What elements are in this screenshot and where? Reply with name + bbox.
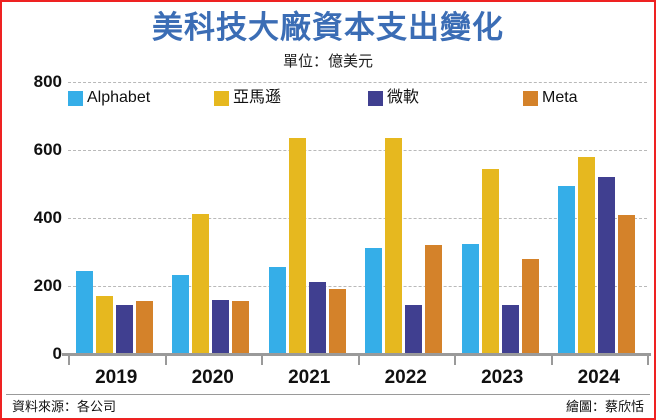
legend-label: Meta	[542, 89, 578, 106]
footer-divider	[6, 394, 650, 395]
bar-group-2020	[172, 82, 250, 354]
legend-label: 微軟	[387, 89, 420, 106]
bar-Alphabet-2021[interactable]	[268, 267, 286, 354]
bar-Meta-2024[interactable]	[618, 214, 636, 354]
page-title: 美科技大廠資本支出變化	[152, 10, 504, 45]
plot-area	[68, 82, 647, 354]
x-axis-tick-mark	[357, 355, 360, 365]
gridline	[68, 218, 647, 219]
bar-Meta-2022[interactable]	[425, 245, 443, 354]
chart-subtitle: 單位：億美元	[282, 53, 373, 70]
x-axis-tick-mark	[550, 355, 553, 365]
bar-Alphabet-2019[interactable]	[75, 271, 93, 354]
x-axis-tick-label-2022: 2022	[384, 367, 427, 388]
bar-Meta-2020[interactable]	[232, 301, 250, 354]
bar-Alphabet-2023[interactable]	[461, 243, 479, 354]
bar-亞馬遜-2021[interactable]	[288, 138, 306, 354]
bar-Alphabet-2024[interactable]	[558, 185, 576, 354]
bar-group-2019	[75, 82, 153, 354]
bar-Meta-2021[interactable]	[328, 289, 346, 354]
bar-亞馬遜-2023[interactable]	[481, 168, 499, 354]
bar-group-2021	[268, 82, 346, 354]
legend-item-Meta[interactable]: Meta	[523, 87, 578, 109]
bar-微軟-2022[interactable]	[405, 304, 423, 354]
legend-item-亞馬遜[interactable]: 亞馬遜	[214, 87, 281, 109]
bar-Alphabet-2020[interactable]	[172, 275, 190, 354]
y-axis-tick-label: 600	[33, 140, 62, 159]
gridline	[68, 82, 647, 83]
bar-Alphabet-2022[interactable]	[365, 247, 383, 354]
x-axis-tick-mark	[647, 355, 649, 365]
bar-微軟-2019[interactable]	[115, 304, 133, 354]
y-axis-tick-label: 400	[33, 208, 62, 227]
bar-微軟-2021[interactable]	[308, 281, 326, 354]
bar-亞馬遜-2022[interactable]	[385, 137, 403, 354]
bar-group-2024	[558, 82, 636, 354]
bar-亞馬遜-2024[interactable]	[578, 156, 596, 354]
y-axis-tick-label: 0	[52, 344, 62, 363]
legend-swatch-icon	[523, 90, 538, 106]
x-axis-tick-label-2020: 2020	[191, 367, 234, 388]
x-axis-tick-label-2021: 2021	[288, 367, 331, 388]
bar-Meta-2023[interactable]	[521, 258, 539, 354]
legend-label: Alphabet	[87, 89, 151, 106]
bar-微軟-2024[interactable]	[598, 177, 616, 354]
bar-微軟-2020[interactable]	[212, 299, 230, 354]
legend-item-微軟[interactable]: 微軟	[368, 87, 419, 109]
x-axis-tick-mark	[164, 355, 167, 365]
x-axis-tick-label-2019: 2019	[95, 367, 138, 388]
source-note: 資料來源：各公司	[12, 399, 117, 414]
bar-group-2023	[461, 82, 539, 354]
y-axis-labels: 0 200 400 600 800	[10, 73, 62, 363]
x-axis-tick-mark	[68, 355, 70, 365]
legend-label: 亞馬遜	[233, 89, 282, 106]
legend-item-Alphabet[interactable]: Alphabet	[68, 87, 150, 109]
y-axis-tick-label: 800	[33, 72, 62, 91]
x-axis-tick-mark	[261, 355, 263, 365]
credit-note: 繪圖：蔡欣恬	[565, 399, 644, 414]
gridline	[68, 286, 647, 287]
legend-swatch-icon	[214, 90, 229, 106]
bar-group-2022	[365, 82, 443, 354]
bar-Meta-2019[interactable]	[135, 301, 153, 354]
x-axis-line	[62, 353, 651, 356]
legend-swatch-icon	[68, 90, 83, 106]
bar-微軟-2023[interactable]	[501, 304, 519, 354]
y-axis-tick-label: 200	[33, 276, 62, 295]
bar-亞馬遜-2019[interactable]	[95, 295, 113, 354]
x-axis-tick-label-2023: 2023	[481, 367, 524, 388]
legend-swatch-icon	[368, 90, 383, 106]
x-axis-tick-label-2024: 2024	[577, 367, 620, 388]
x-axis-tick-mark	[454, 355, 456, 365]
bar-亞馬遜-2020[interactable]	[192, 213, 210, 354]
gridline	[68, 150, 647, 151]
chart-legend: Alphabet 亞馬遜 微軟 Meta	[68, 87, 648, 111]
